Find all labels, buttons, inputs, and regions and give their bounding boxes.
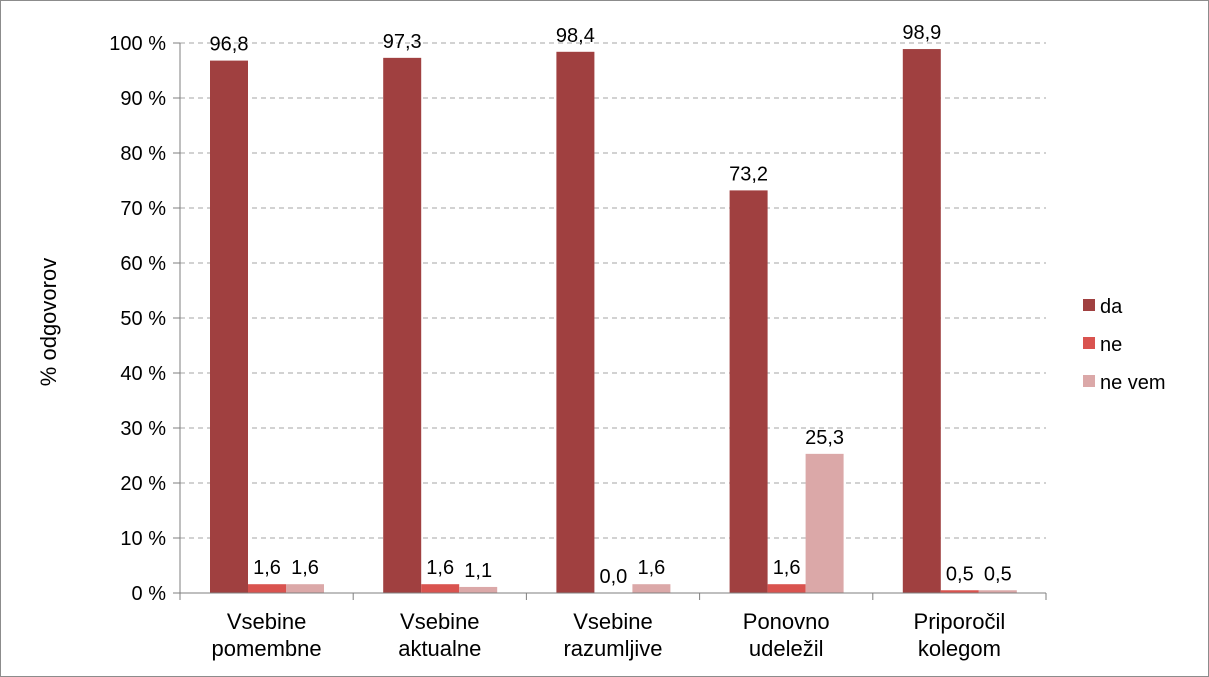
bar-ne-vem [805,453,844,593]
legend-swatch [1083,375,1095,387]
data-label: 97,3 [383,31,422,53]
y-tick-label: 60 % [120,253,166,275]
bar-ne [248,584,286,593]
y-tick-label: 30 % [120,418,166,440]
bar-ne [421,584,460,593]
data-label: 1,6 [291,557,319,579]
bar-ne-vem [978,590,1017,593]
y-tick-label: 80 % [120,143,166,165]
legend-swatch [1083,299,1095,311]
y-tick-label: 100 % [109,33,166,55]
y-tick-label: 90 % [120,88,166,110]
data-label: 1,6 [253,557,281,579]
bar-ne [940,590,979,593]
data-label: 25,3 [805,427,844,449]
y-tick-label: 70 % [120,198,166,220]
data-label: 0,0 [599,566,627,588]
x-tick-label: Vsebine pomembne [212,609,322,661]
data-label: 0,5 [946,563,974,585]
data-label: 1,6 [426,557,454,579]
bar-ne-vem [459,586,498,593]
x-tick-label: Ponovno udeležil [743,609,830,661]
y-axis-title: % odgovorov [36,258,61,386]
x-tick-label: Priporočil kolegom [914,609,1006,661]
bar-da [556,51,595,594]
legend-label: ne [1100,334,1122,356]
bar-ne-vem [632,584,671,593]
data-label: 1,6 [773,557,801,579]
bars [210,49,1017,594]
legend-swatch [1083,337,1095,349]
y-tick-label: 10 % [120,528,166,550]
bar-ne [767,584,806,593]
data-labels: 96,8 97,3 98,4 73,2 98,9 1,6 1,6 0,0 1,6 0,5 1,6 1,… [210,22,1012,588]
y-tick-label: 40 % [120,363,166,385]
bar-da [383,57,422,594]
data-label: 1,6 [637,557,665,579]
legend-label: ne vem [1100,372,1166,394]
data-label: 98,4 [556,25,595,47]
data-label: 98,9 [902,22,941,44]
data-label: 73,2 [729,163,768,185]
bar-da [729,190,768,593]
x-tick-label: Vsebine aktualne [398,609,481,661]
bar-da [210,60,248,594]
y-tick-label: 0 % [132,583,167,605]
y-axis: 0 % 10 % 20 % 30 % 40 % 50 % 60 % 70 % 80 % 90 % 1… [109,33,181,605]
bar-da [902,49,941,594]
legend: da ne ne vem [1083,296,1166,394]
y-tick-label: 50 % [120,308,166,330]
legend-label: da [1100,296,1123,318]
data-label: 0,5 [984,563,1012,585]
y-tick-label: 20 % [120,473,166,495]
x-axis: Vsebine pomembne Vsebine aktualne Vsebine raz… [179,592,1047,661]
bar-ne-vem [286,584,324,593]
x-tick-label: Vsebine razumljive [563,609,662,661]
data-label: 1,1 [464,560,492,582]
data-label: 96,8 [210,34,249,56]
gridlines [180,42,1046,539]
